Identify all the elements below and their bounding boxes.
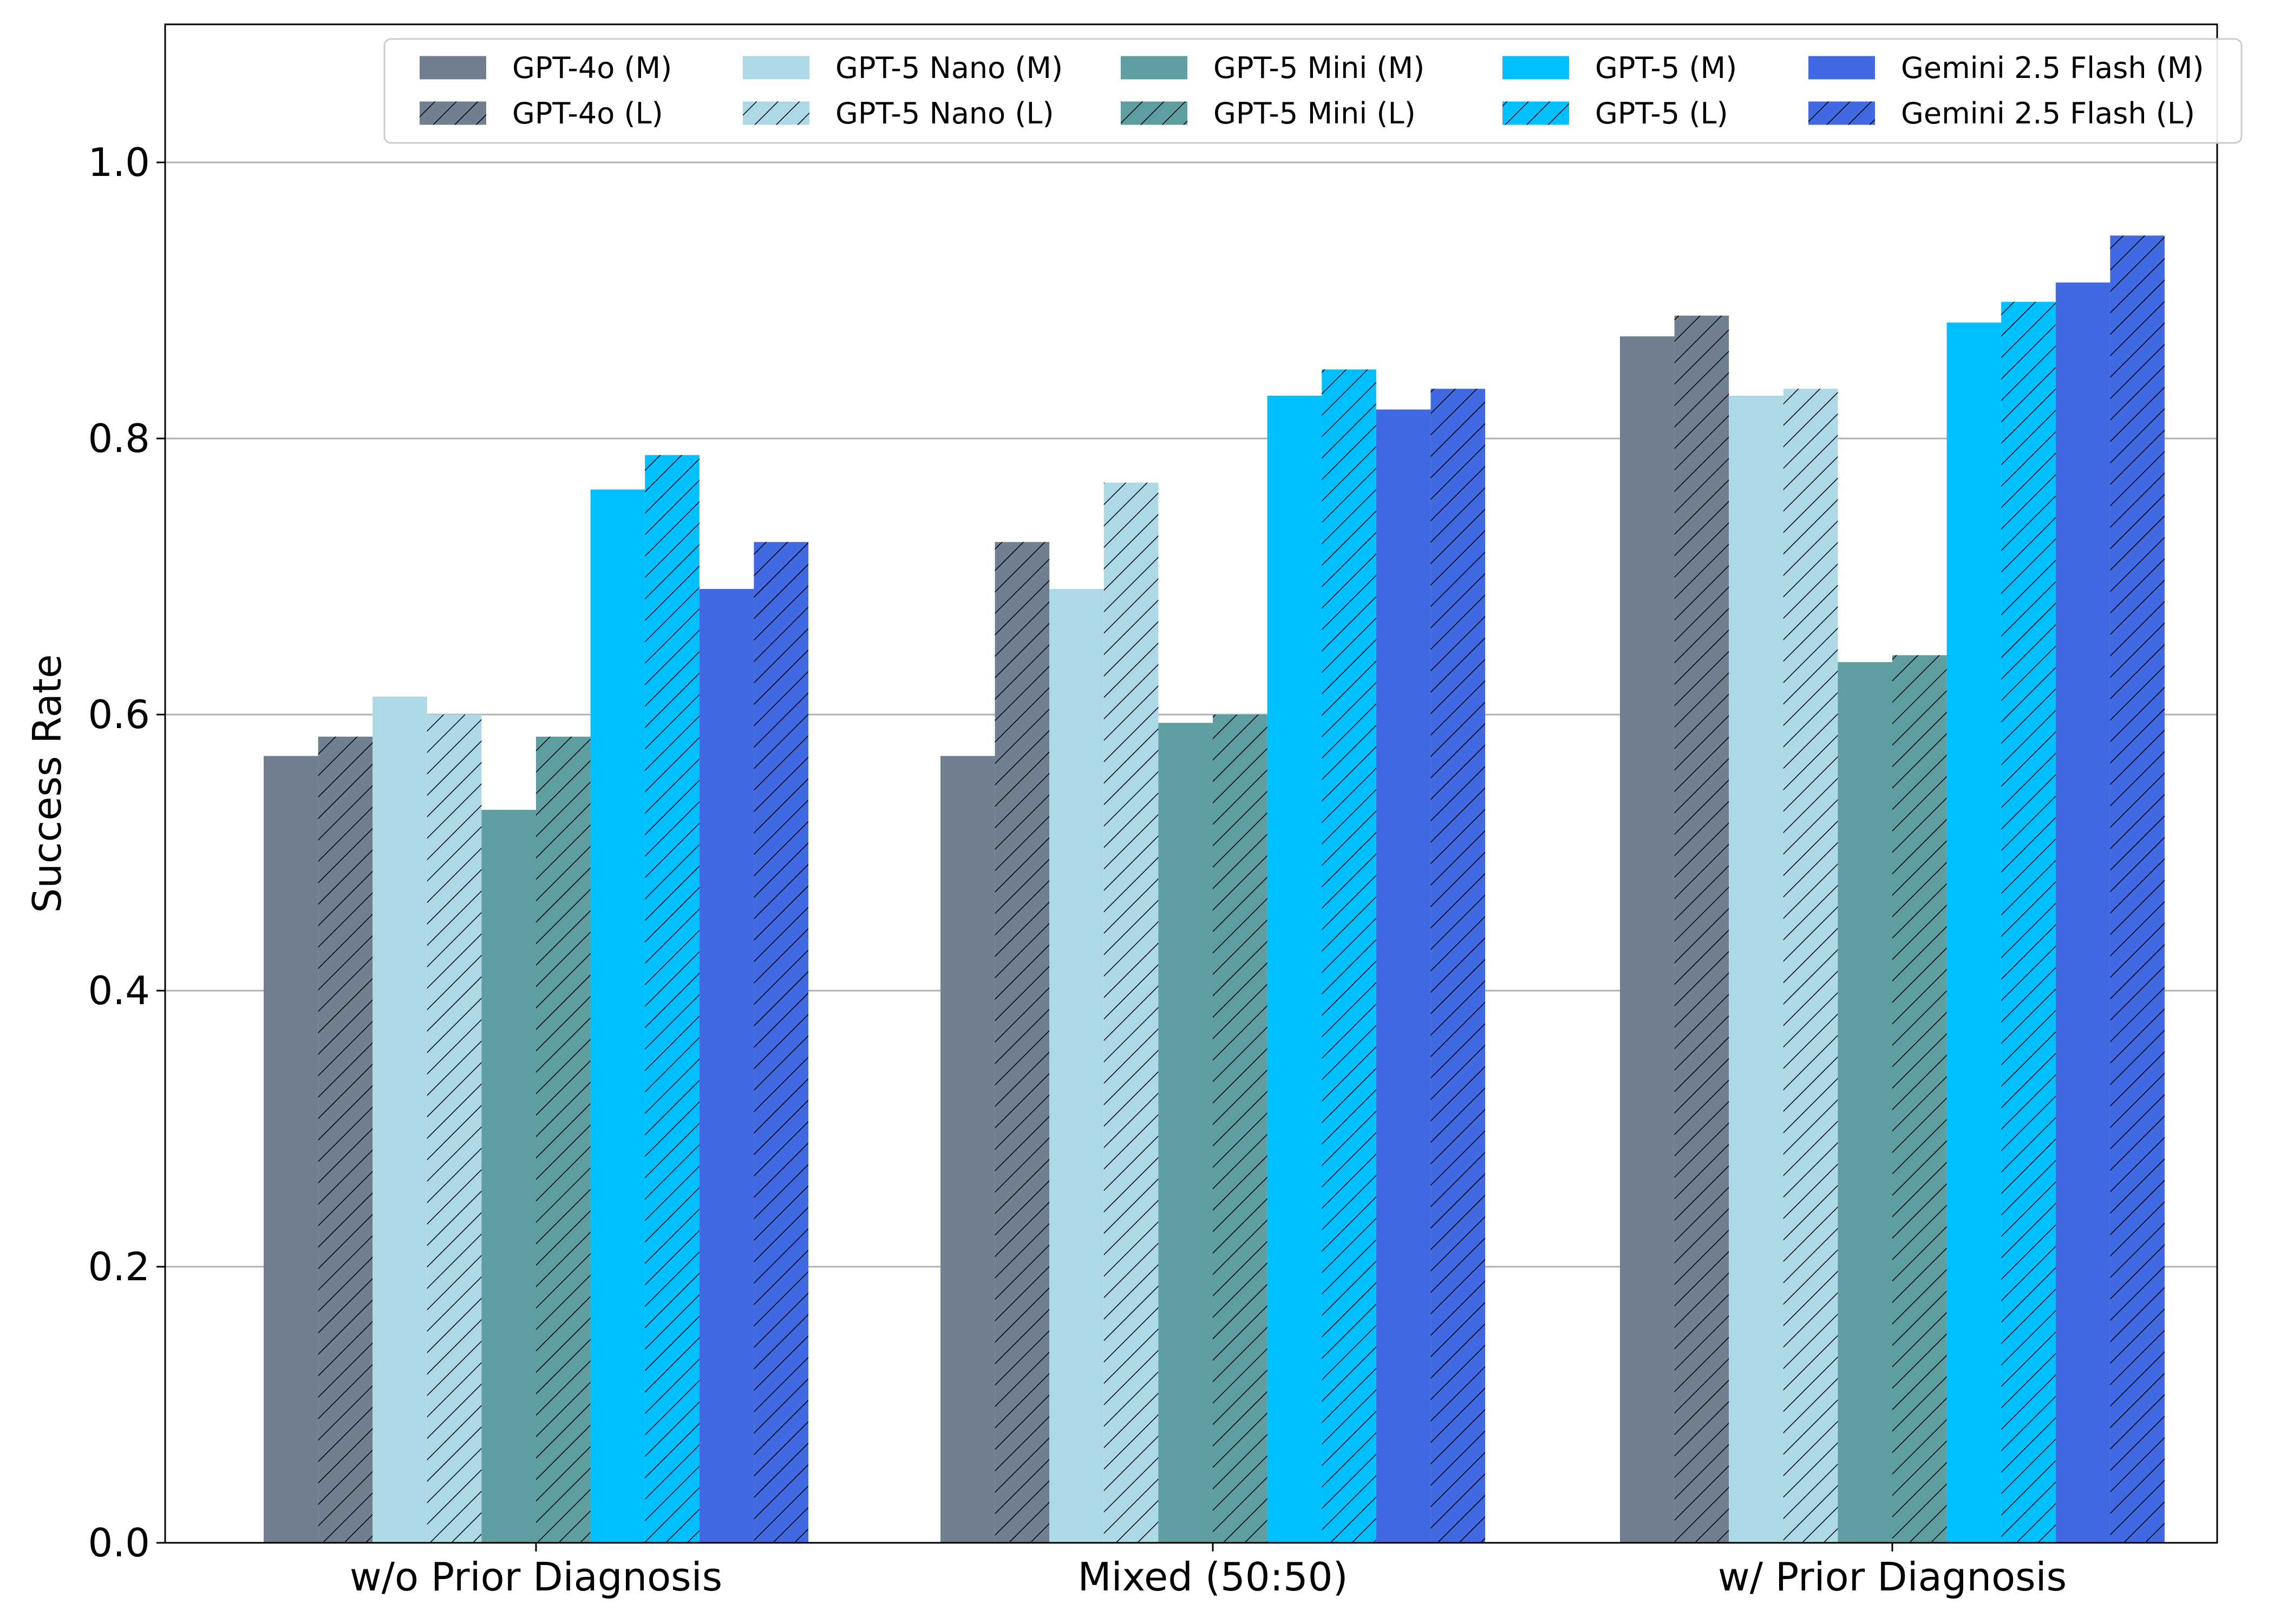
bar-hatch (1213, 715, 1267, 1543)
legend: GPT-4o (M) GPT-4o (L) GPT-5 Nano (M) GPT-5 … (383, 38, 2243, 144)
bar (1267, 395, 1322, 1543)
x-tick-label: w/ Prior Diagnosis (1718, 1554, 2067, 1600)
legend-label: GPT-4o (M) (512, 51, 672, 85)
bar (699, 588, 754, 1543)
x-axis-ticks: w/o Prior Diagnosis Mixed (50:50) w/ Prior… (350, 1543, 2067, 1600)
bar (481, 809, 536, 1543)
y-axis-ticks: 0.0 0.2 0.4 0.6 0.8 1.0 (88, 140, 165, 1566)
y-tick-label: 0.4 (88, 968, 150, 1013)
bar-hatch (318, 736, 373, 1543)
bar-hatch (995, 542, 1050, 1543)
legend-label: GPT-5 (L) (1595, 96, 1728, 130)
bar (1946, 322, 2002, 1543)
y-tick-label: 0.8 (88, 416, 150, 461)
legend-label: GPT-5 Mini (M) (1213, 51, 1424, 85)
bar (1838, 662, 1892, 1543)
legend-swatch-hatch (420, 101, 486, 125)
legend-swatch (1121, 56, 1187, 80)
bar-hatch (645, 455, 700, 1543)
bar (940, 756, 995, 1543)
bar-hatch (1783, 389, 1838, 1543)
bar-hatch (2001, 302, 2056, 1543)
y-tick-label: 0.0 (88, 1520, 150, 1566)
bar (1049, 588, 1104, 1543)
legend-swatch-hatch (743, 101, 809, 125)
bar-hatch (1430, 389, 1485, 1543)
bar (1158, 723, 1213, 1543)
legend-swatch (1808, 56, 1875, 80)
legend-swatch (420, 56, 486, 80)
x-tick-label: w/o Prior Diagnosis (350, 1554, 722, 1600)
bar-hatch (1892, 655, 1947, 1543)
bar (2055, 282, 2110, 1543)
plot-frame (164, 23, 2218, 1544)
bar (1729, 395, 1783, 1543)
legend-swatch-hatch (1121, 101, 1187, 125)
legend-swatch-hatch (1808, 101, 1875, 125)
bar (590, 489, 645, 1543)
bar-hatch (536, 736, 591, 1543)
bar (1376, 409, 1431, 1543)
y-tick-label: 0.6 (88, 692, 150, 737)
legend-label: Gemini 2.5 Flash (M) (1901, 51, 2204, 85)
bar-hatch (1103, 482, 1159, 1543)
x-tick-label: Mixed (50:50) (1077, 1554, 1348, 1600)
legend-label: GPT-4o (L) (512, 96, 663, 130)
y-tick-label: 0.2 (88, 1244, 150, 1289)
bar-hatch (427, 715, 482, 1543)
legend-label: GPT-5 Nano (L) (835, 96, 1054, 130)
bar (1620, 336, 1675, 1543)
bars (264, 235, 2165, 1543)
bar (373, 696, 427, 1543)
legend-label: GPT-5 (M) (1595, 51, 1737, 85)
legend-swatch-hatch (1502, 101, 1569, 125)
bar-hatch (1322, 369, 1376, 1543)
y-axis-label: Success Rate (24, 654, 70, 913)
legend-label: GPT-5 Mini (L) (1213, 96, 1416, 130)
legend-swatch (1502, 56, 1569, 80)
bar (264, 756, 318, 1543)
bar-hatch (2110, 235, 2165, 1543)
y-tick-label: 1.0 (88, 140, 150, 185)
bar-hatch (754, 542, 808, 1543)
legend-label: Gemini 2.5 Flash (L) (1901, 96, 2195, 130)
bar-hatch (1674, 316, 1729, 1543)
legend-swatch (743, 56, 809, 80)
legend-label: GPT-5 Nano (M) (835, 51, 1063, 85)
legend-box (383, 38, 2243, 144)
